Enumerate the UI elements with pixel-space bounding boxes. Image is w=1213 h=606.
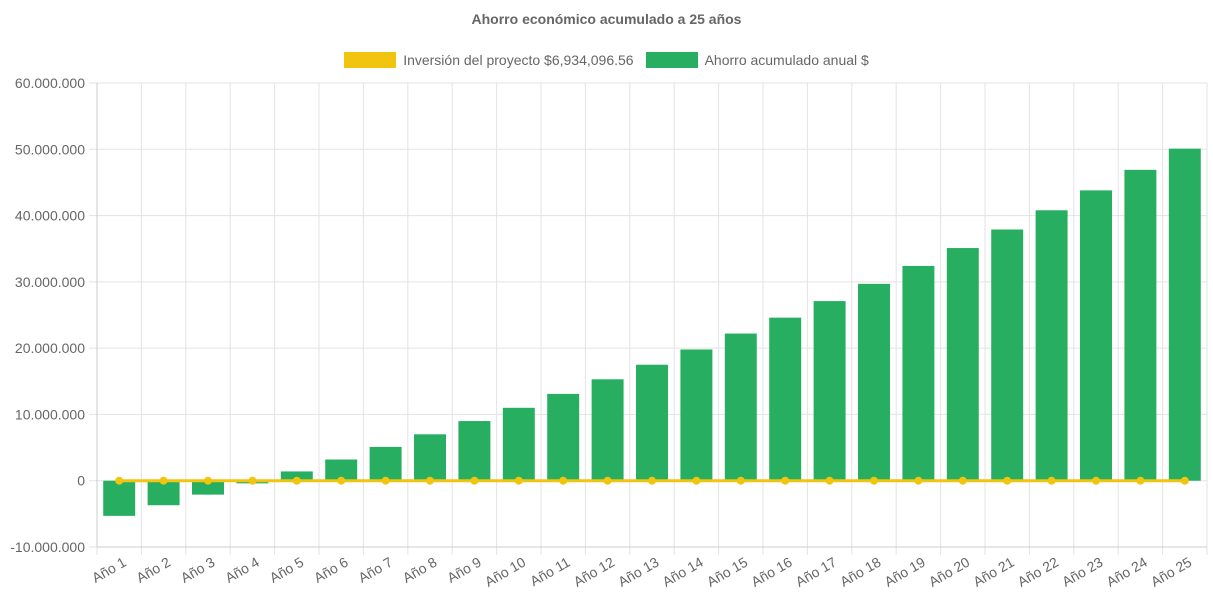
point-inversion-8 [426, 476, 434, 485]
point-inversion-1 [115, 476, 124, 485]
bar-ahorro-8 [414, 434, 446, 481]
point-inversion-5 [292, 476, 301, 485]
bar-ahorro-6 [325, 459, 358, 481]
bar-ahorro-24 [1124, 169, 1157, 481]
y-tick-label: 0 [77, 473, 85, 489]
y-tick-label: 30.000.000 [15, 274, 85, 290]
x-tick-label: Año 15 [704, 554, 751, 590]
x-tick-label: Año 24 [1103, 554, 1150, 590]
point-inversion-11 [559, 476, 568, 485]
bar-ahorro-5 [280, 471, 313, 481]
x-tick-label: Año 5 [267, 554, 307, 586]
point-inversion-17 [825, 476, 834, 485]
bar-ahorro-20 [946, 248, 979, 481]
bar-ahorro-21 [991, 229, 1024, 481]
point-inversion-14 [692, 476, 701, 485]
bar-ahorro-9 [458, 421, 491, 481]
bar-ahorro-14 [680, 349, 713, 481]
bar-ahorro-23 [1080, 190, 1112, 481]
legend-swatch-inversion [344, 52, 397, 68]
x-tick-label: Año 1 [89, 554, 129, 586]
x-tick-label: Año 22 [1015, 554, 1062, 590]
x-tick-label: Año 4 [222, 554, 262, 586]
legend-swatch-ahorro [645, 52, 698, 68]
x-tick-label: Año 12 [571, 554, 618, 590]
y-tick-label: 20.000.000 [15, 340, 85, 356]
x-tick-label: Año 9 [444, 554, 484, 586]
x-tick-label: Año 21 [970, 554, 1017, 590]
x-tick-label: Año 25 [1148, 554, 1195, 590]
point-inversion-22 [1047, 476, 1056, 485]
bar-ahorro-18 [858, 283, 890, 481]
y-tick-label: 10.000.000 [15, 406, 85, 422]
x-tick-label: Año 23 [1059, 554, 1106, 590]
x-tick-label: Año 6 [311, 554, 351, 586]
x-tick-label: Año 13 [615, 554, 662, 590]
point-inversion-4 [248, 476, 257, 485]
y-tick-label: 40.000.000 [15, 208, 85, 224]
x-tick-label: Año 18 [837, 554, 884, 590]
point-inversion-3 [204, 476, 212, 485]
bar-ahorro-12 [591, 379, 624, 481]
x-tick-label: Año 2 [133, 554, 173, 586]
point-inversion-10 [514, 476, 523, 485]
bar-ahorro-10 [502, 407, 535, 481]
point-inversion-2 [159, 476, 168, 485]
point-inversion-19 [914, 476, 923, 485]
y-tick-label: -10.000.000 [10, 539, 85, 555]
x-tick-label: Año 16 [748, 554, 795, 590]
bar-ahorro-17 [813, 301, 846, 481]
bar-ahorro-15 [724, 333, 757, 481]
x-tick-label: Año 14 [659, 554, 706, 590]
bar-ahorro-22 [1035, 210, 1068, 481]
point-inversion-20 [958, 476, 967, 485]
x-tick-label: Año 3 [178, 554, 218, 586]
point-inversion-18 [870, 476, 878, 485]
legend-label-ahorro: Ahorro acumulado anual $ [704, 52, 869, 68]
bar-ahorro-3 [192, 480, 224, 495]
x-tick-label: Año 7 [355, 554, 395, 586]
bar-ahorro-19 [902, 265, 935, 481]
y-tick-label: 60.000.000 [15, 75, 85, 91]
point-inversion-25 [1180, 476, 1189, 485]
x-tick-label: Año 10 [482, 554, 529, 590]
point-inversion-23 [1092, 476, 1100, 485]
x-tick-label: Año 8 [400, 554, 440, 586]
legend-item-inversion[interactable]: Inversión del proyecto $6,934,096.56 [344, 52, 634, 68]
bar-ahorro-2 [147, 480, 180, 506]
point-inversion-12 [603, 476, 612, 485]
bar-ahorro-1 [103, 480, 136, 516]
bar-ahorro-11 [547, 393, 580, 481]
bar-ahorro-25 [1168, 148, 1201, 481]
point-inversion-13 [648, 476, 656, 485]
y-tick-label: 50.000.000 [15, 141, 85, 157]
x-tick-label: Año 19 [881, 554, 928, 590]
x-tick-label: Año 11 [527, 554, 573, 590]
legend-item-ahorro[interactable]: Ahorro acumulado anual $ [645, 52, 869, 68]
point-inversion-7 [381, 476, 390, 485]
point-inversion-15 [736, 476, 745, 485]
x-tick-label: Año 20 [926, 554, 973, 590]
point-inversion-16 [781, 476, 790, 485]
bar-ahorro-16 [769, 317, 802, 481]
x-tick-label: Año 17 [793, 554, 840, 590]
legend-label-inversion: Inversión del proyecto $6,934,096.56 [403, 52, 634, 68]
bar-ahorro-7 [369, 446, 402, 481]
legend: Inversión del proyecto $6,934,096.56 Aho… [0, 52, 1213, 68]
point-inversion-6 [337, 476, 346, 485]
point-inversion-24 [1136, 476, 1145, 485]
bar-ahorro-13 [636, 364, 668, 481]
chart-title: Ahorro económico acumulado a 25 años [471, 11, 742, 27]
point-inversion-9 [470, 476, 479, 485]
point-inversion-21 [1003, 476, 1012, 485]
